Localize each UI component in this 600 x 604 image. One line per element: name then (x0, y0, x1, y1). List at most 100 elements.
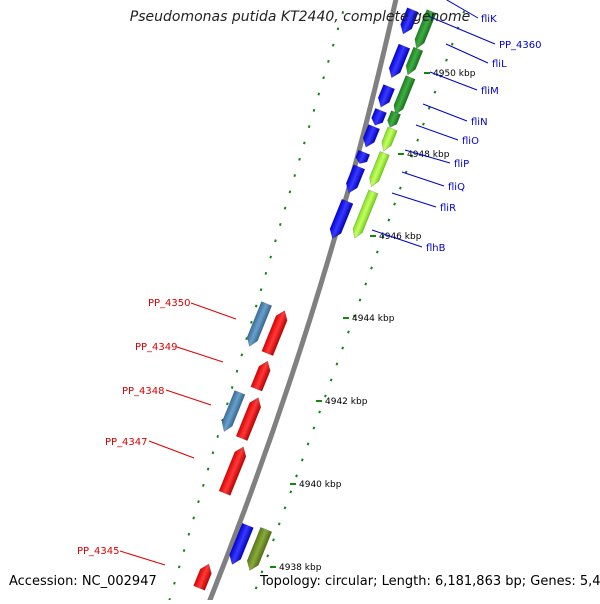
reverse-gene-1 (261, 310, 288, 356)
gc-dot (211, 451, 215, 455)
reverse-gene-3 (235, 397, 262, 442)
cds-light-gene-3 (352, 189, 379, 239)
gc-dot (450, 42, 454, 46)
forward-gene-4 (371, 107, 387, 126)
gene-label: PP_4348 (122, 386, 165, 397)
cds-gene-2 (405, 46, 424, 76)
gc-dot (254, 586, 258, 590)
gc-dot (298, 157, 301, 161)
gc-dot (235, 369, 239, 373)
gc-dot (278, 222, 282, 226)
forward-gene-3 (377, 84, 396, 108)
gene-label: PP_4345 (77, 546, 120, 557)
forward-gene-5 (362, 124, 381, 148)
gc-dot (422, 122, 425, 126)
gc-dot (303, 141, 306, 145)
gc-dot (230, 386, 234, 389)
gc-dot (250, 320, 253, 324)
gc-dot (206, 467, 210, 471)
genome-title: Pseudomonas putida KT2440, complete geno… (129, 9, 471, 25)
gene-label: PP_4360 (499, 40, 542, 51)
gc-dot (307, 125, 311, 129)
gene-label-leader (445, 43, 489, 64)
gc-dot (329, 378, 333, 382)
gc-dot (341, 346, 345, 350)
gc-dot (226, 402, 229, 406)
gc-dot (293, 174, 297, 178)
gene-label-leader (429, 71, 478, 91)
gc-dot (259, 288, 263, 292)
gc-dot (347, 330, 350, 334)
gc-dot (433, 90, 437, 94)
gc-dot (245, 337, 248, 341)
gene-label-leader (371, 229, 423, 248)
gc-dot (300, 458, 304, 462)
gene-label: PP_4349 (135, 342, 178, 353)
gc-dot (306, 442, 310, 446)
gc-dot (288, 190, 292, 194)
gc-dot (399, 186, 402, 190)
gc-dot (416, 138, 420, 142)
gc-dot (272, 538, 275, 542)
forward-gene-2 (388, 43, 411, 79)
gc-dot (327, 59, 330, 63)
gene-label: fliL (492, 59, 507, 70)
gc-dot (187, 532, 191, 536)
gc-track-right (249, 10, 466, 604)
gc-dot (182, 549, 186, 553)
reverse-gene-4 (218, 446, 247, 496)
gc-dot (216, 434, 220, 438)
gene-label: fliO (462, 136, 479, 147)
forward-gene-bottom (229, 522, 254, 565)
gc-dot (264, 271, 268, 275)
gc-dot (335, 362, 339, 366)
gc-dot (370, 266, 373, 270)
gene-label: flhB (426, 243, 446, 254)
olive-gene-bottom (246, 526, 273, 571)
gene-label: PP_4350 (148, 298, 191, 309)
gene-label: PP_4347 (105, 437, 148, 448)
gc-track-left (168, 11, 345, 601)
gc-dot (269, 255, 272, 259)
forward-gene-1 (400, 7, 419, 35)
gc-dot (387, 218, 391, 222)
gc-dot (352, 314, 356, 318)
accession-text: Accession: NC_002947 (9, 574, 157, 589)
gc-dot (283, 206, 287, 210)
reverse-gene-2 (250, 360, 271, 392)
gc-dot (318, 410, 321, 414)
cds-light-gene-1 (381, 126, 398, 152)
genome-backbone (205, 0, 399, 604)
gc-dot (192, 516, 195, 520)
gene-label-leader (119, 550, 166, 566)
gc-dot (277, 522, 281, 526)
gc-dot (289, 490, 293, 494)
gene-label-leader (404, 149, 451, 164)
gc-dot (336, 27, 340, 31)
gene-label: fliM (481, 86, 499, 97)
steelblue-gene-1 (246, 301, 273, 347)
reverse-gene-5 (193, 563, 212, 591)
forward-gene-8 (329, 198, 354, 240)
gene-label-leader (176, 346, 224, 363)
gc-dot (375, 250, 379, 254)
gc-dot (462, 10, 466, 14)
gene-label-leader (190, 302, 237, 320)
gene-label-leader (165, 389, 212, 406)
gc-dot (410, 154, 414, 158)
gene-label: fliR (440, 203, 456, 214)
gc-dot (445, 58, 448, 62)
gc-dot (341, 11, 345, 14)
gc-dot (177, 565, 181, 569)
gc-dot (322, 76, 325, 80)
gc-dot (381, 234, 385, 238)
gene-label: fliN (471, 117, 488, 128)
gene-label-leader (422, 103, 468, 122)
gene-label-leader (391, 192, 437, 208)
ruler-label: 4944 kbp (352, 314, 395, 324)
gene-label: fliQ (448, 182, 465, 193)
gc-dot (393, 202, 396, 206)
cds-light-gene-2 (369, 151, 390, 188)
cds-gene-1 (414, 9, 437, 50)
cds-gene-4 (387, 110, 402, 128)
